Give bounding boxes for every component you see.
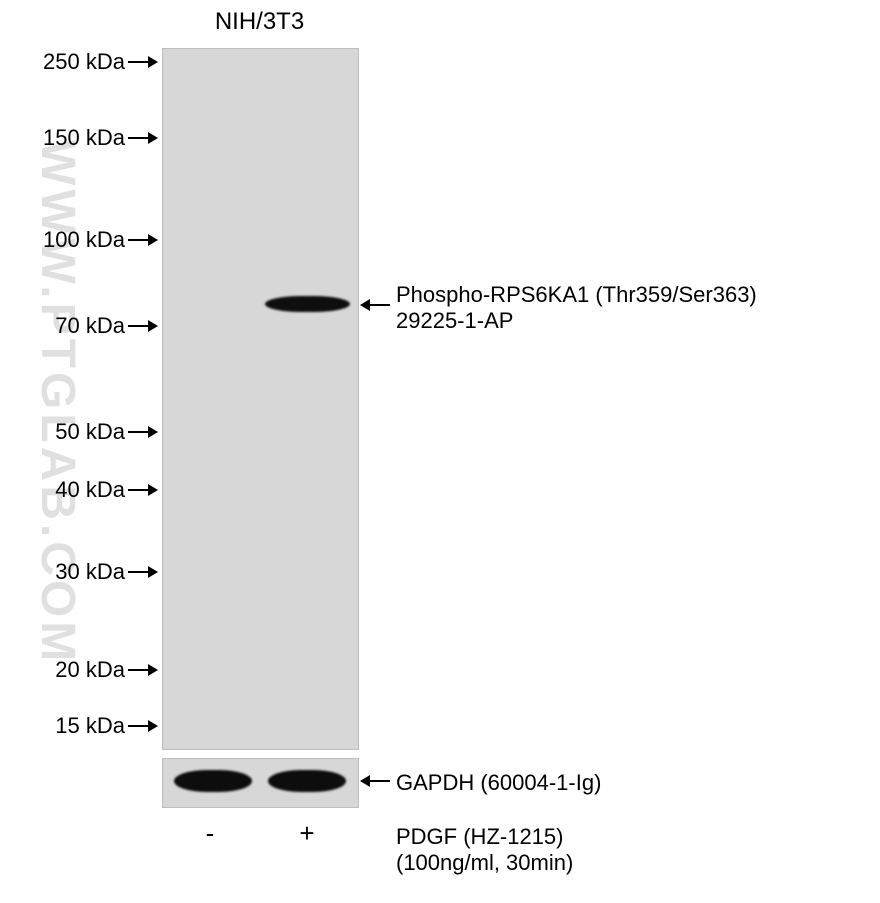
- gapdh-arrow: [360, 772, 390, 790]
- marker-label-1: 150 kDa: [0, 127, 125, 149]
- lane1-sign-minus: -: [195, 818, 225, 849]
- marker-label-8: 15 kDa: [0, 715, 125, 737]
- marker-label-0: 250 kDa: [0, 51, 125, 73]
- marker-label-5: 40 kDa: [0, 479, 125, 501]
- marker-arrow-7: [128, 661, 158, 679]
- phospho-band-lane2: [265, 296, 350, 312]
- gapdh-band-lane1: [174, 770, 252, 792]
- marker-label-6: 30 kDa: [0, 561, 125, 583]
- marker-arrow-1: [128, 129, 158, 147]
- gapdh-band-lane2: [268, 770, 346, 792]
- marker-label-7: 20 kDa: [0, 659, 125, 681]
- marker-label-4: 50 kDa: [0, 421, 125, 443]
- marker-arrow-3: [128, 317, 158, 335]
- marker-arrow-5: [128, 481, 158, 499]
- gapdh-label: GAPDH (60004-1-Ig): [396, 770, 601, 795]
- phospho-arrow: [360, 296, 390, 314]
- marker-label-2: 100 kDa: [0, 229, 125, 251]
- phospho-label-line1: Phospho-RPS6KA1 (Thr359/Ser363): [396, 282, 757, 307]
- phospho-label-line2: 29225-1-AP: [396, 308, 513, 333]
- treatment-label-line1: PDGF (HZ-1215): [396, 824, 563, 849]
- figure-stage: WWW.PTGLAB.COM NIH/3T3 250 kDa 150 kDa 100…: [0, 0, 880, 903]
- marker-arrow-4: [128, 423, 158, 441]
- watermark-text: WWW.PTGLAB.COM: [30, 140, 85, 665]
- marker-arrow-0: [128, 53, 158, 71]
- marker-arrow-8: [128, 717, 158, 735]
- panel-header: NIH/3T3: [162, 8, 357, 36]
- lane2-sign-plus: +: [292, 818, 322, 849]
- marker-arrow-6: [128, 563, 158, 581]
- marker-label-3: 70 kDa: [0, 315, 125, 337]
- marker-arrow-2: [128, 231, 158, 249]
- treatment-label-line2: (100ng/ml, 30min): [396, 850, 573, 875]
- main-blot-panel: [162, 48, 359, 750]
